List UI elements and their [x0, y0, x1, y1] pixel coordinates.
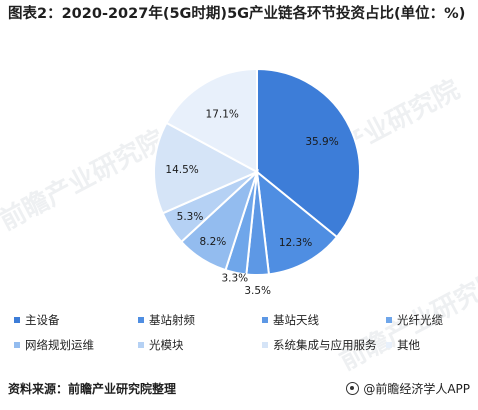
legend-item: 基站天线 [262, 312, 386, 328]
legend-item: 其他 [386, 337, 474, 353]
legend-label: 网络规划运维 [25, 338, 94, 352]
slice-value-label: 3.3% [221, 273, 248, 285]
legend-swatch [386, 317, 392, 323]
chart-legend: 主设备 基站射频 基站天线 光纤光缆 网络规划运维 光模块 系统集成与应用服务 … [14, 312, 474, 353]
pie-slice [165, 67, 258, 174]
legend-swatch [138, 342, 144, 348]
legend-item: 主设备 [14, 312, 138, 328]
slice-value-label: 3.5% [244, 285, 271, 297]
legend-swatch [262, 342, 268, 348]
slice-value-label: 35.9% [305, 136, 338, 148]
brand-logo-icon [346, 382, 360, 395]
pie-labels: 35.9% 12.3% 3.5%3.3% 8.2% 5.3% 14.5% 17.1% [165, 109, 338, 297]
legend-label: 主设备 [25, 313, 60, 327]
legend-swatch [262, 317, 268, 323]
source-note: 资料来源：前瞻产业研究院整理 [8, 382, 177, 396]
chart-title: 图表2：2020-2027年(5G时期)5G产业链各环节投资占比(单位：%) [8, 6, 466, 22]
pie-slices [153, 67, 361, 277]
pie-chart: 35.9% 12.3% 3.5%3.3% 8.2% 5.3% 14.5% 17.1% [153, 67, 361, 297]
slice-value-label: 17.1% [206, 109, 239, 121]
legend-swatch [14, 317, 20, 323]
legend-swatch [138, 317, 144, 323]
brand-credit: @前瞻经济学人APP [346, 380, 470, 397]
slice-value-label: 14.5% [165, 164, 198, 176]
legend-swatch [386, 342, 392, 348]
brand-text: @前瞻经济学人APP [363, 382, 470, 396]
legend-swatch [14, 342, 20, 348]
pie-slice [256, 67, 361, 239]
legend-item: 基站射频 [138, 312, 262, 328]
legend-label: 基站射频 [149, 313, 195, 327]
legend-label: 光纤光缆 [397, 313, 443, 327]
legend-label: 其他 [397, 338, 420, 352]
legend-item: 网络规划运维 [14, 337, 138, 353]
legend-label: 光模块 [149, 338, 184, 352]
slice-value-label: 8.2% [200, 236, 227, 248]
legend-label: 基站天线 [273, 313, 319, 327]
legend-label: 系统集成与应用服务 [273, 338, 377, 352]
slice-value-label: 12.3% [279, 237, 312, 249]
legend-item: 系统集成与应用服务 [262, 337, 386, 353]
legend-item: 光纤光缆 [386, 312, 474, 328]
legend-item: 光模块 [138, 337, 262, 353]
slice-value-label: 5.3% [177, 211, 204, 223]
pie-slice [153, 121, 260, 215]
pie-slice [255, 169, 339, 276]
